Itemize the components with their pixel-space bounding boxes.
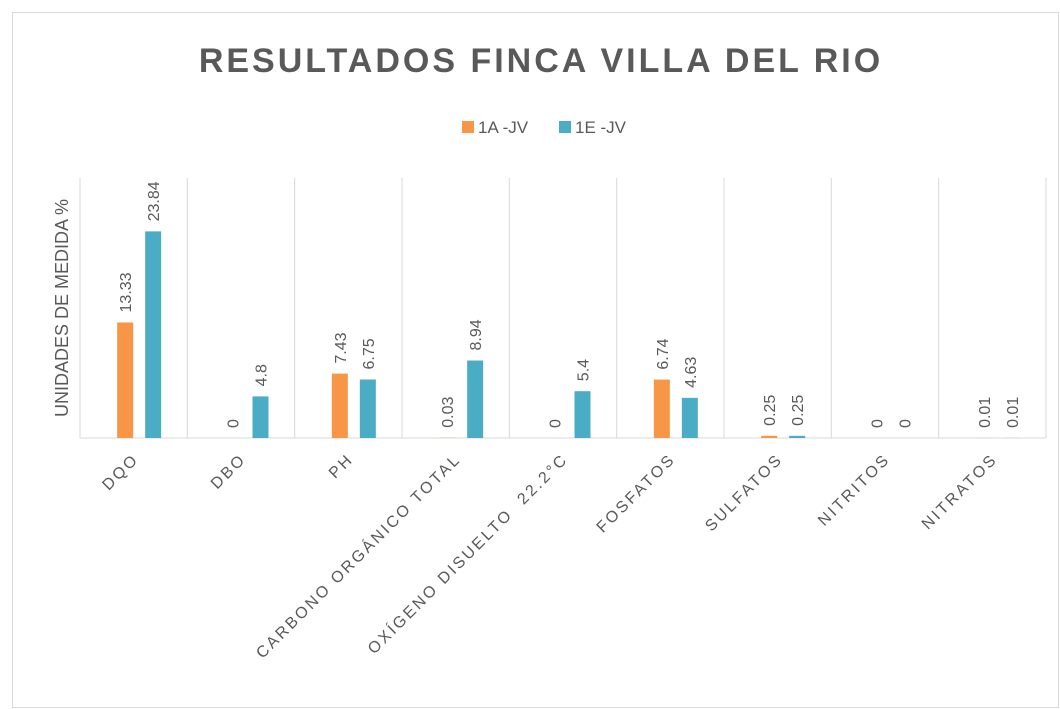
data-label: 0.25: [762, 395, 779, 426]
data-label: 6.74: [655, 338, 672, 369]
bar: [359, 379, 376, 438]
data-label: 4.63: [683, 357, 700, 388]
chart-border: [12, 12, 1059, 708]
data-label: 23.84: [146, 181, 163, 221]
legend-label: 1E -JV: [575, 118, 627, 137]
bar: [145, 231, 162, 438]
bar: [117, 322, 134, 438]
data-label: 4.8: [254, 364, 271, 386]
bar: [331, 373, 348, 438]
data-label: 8.94: [468, 319, 485, 350]
data-label: 0.03: [440, 396, 457, 427]
data-label: 0: [548, 419, 565, 428]
bar: [467, 360, 484, 438]
legend-swatch: [559, 121, 571, 133]
bar: [252, 396, 269, 438]
data-label: 5.4: [576, 359, 593, 381]
chart-title: RESULTADOS FINCA VILLA DEL RIO: [199, 42, 883, 80]
y-axis-label: UNIDADES DE MEDIDA %: [52, 199, 72, 417]
data-label: 0.01: [1005, 397, 1022, 428]
legend-swatch: [462, 121, 474, 133]
bar: [789, 435, 806, 438]
data-label: 0: [898, 419, 915, 428]
data-label: 13.33: [118, 272, 135, 312]
legend-label: 1A -JV: [478, 118, 529, 137]
data-label: 0: [870, 419, 887, 428]
data-label: 0.01: [977, 397, 994, 428]
data-label: 6.75: [361, 338, 378, 369]
data-label: 0: [226, 419, 243, 428]
bar: [681, 397, 698, 438]
bar: [574, 391, 591, 438]
data-label: 0.25: [790, 395, 807, 426]
bar: [653, 379, 670, 438]
data-label: 7.43: [333, 332, 350, 363]
bar: [761, 435, 778, 438]
